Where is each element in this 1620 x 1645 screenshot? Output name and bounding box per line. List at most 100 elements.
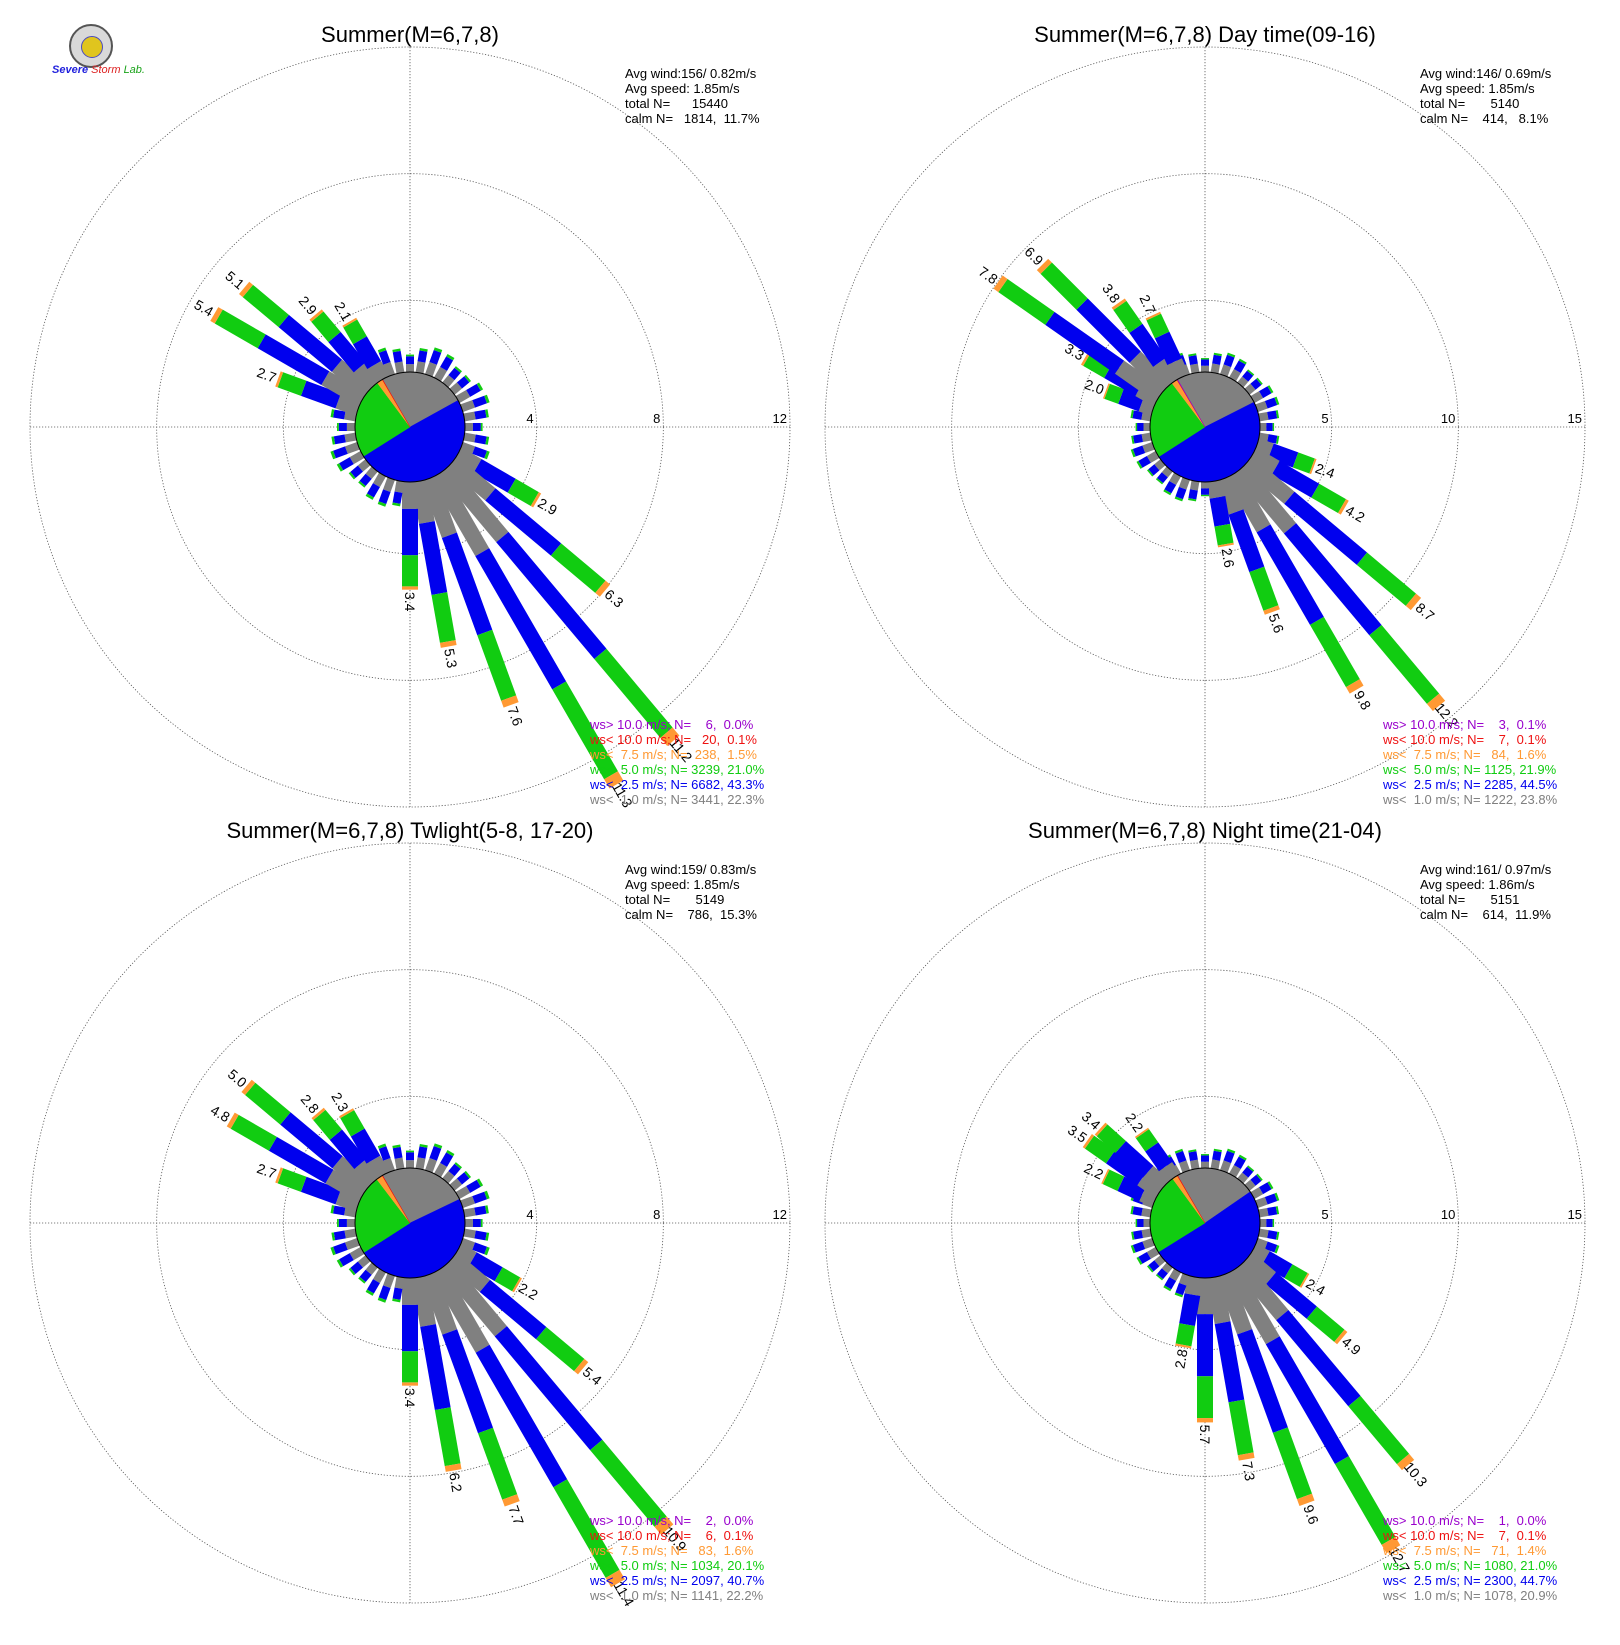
direction-bar-segment	[1259, 1233, 1268, 1235]
bar-total-label: 2.2	[516, 1280, 541, 1304]
stats-line: total N= 5140	[1420, 96, 1519, 111]
direction-bar-segment	[486, 1430, 510, 1496]
direction-bar-segment	[468, 1183, 479, 1189]
legend-entry: ws< 7.5 m/s; N= 238, 1.5%	[589, 747, 757, 762]
direction-bar-segment	[1192, 1277, 1195, 1294]
direction-bar-segment	[459, 1175, 466, 1181]
direction-bar-segment	[998, 282, 1003, 285]
direction-bar-segment	[1183, 1275, 1186, 1285]
direction-bar-segment	[349, 322, 350, 324]
bar-total-label: 6.2	[446, 1471, 465, 1493]
direction-bar-segment	[250, 1089, 285, 1119]
direction-bar-segment	[345, 415, 356, 417]
direction-bar-segment	[1245, 1169, 1250, 1175]
direction-bar-segment	[387, 479, 391, 491]
direction-bar-segment	[474, 1246, 486, 1250]
direction-bar-segment	[444, 358, 450, 369]
panel-title: Summer(M=6,7,8) Day time(09-16)	[1034, 22, 1376, 47]
direction-bar-segment	[1231, 1150, 1232, 1152]
direction-bar-segment	[1266, 1245, 1276, 1248]
direction-bar-segment	[214, 314, 218, 317]
direction-bar-segment	[369, 469, 375, 476]
direction-bar-segment	[1339, 1336, 1342, 1338]
direction-bar-segment	[1142, 1134, 1151, 1147]
direction-bar-segment	[1043, 265, 1047, 269]
direction-bar-segment	[1261, 1186, 1269, 1191]
stats-line: calm N= 786, 15.3%	[625, 907, 757, 922]
direction-bar-segment	[1178, 1294, 1179, 1296]
bar-total-label: 2.9	[535, 495, 560, 519]
direction-bar-segment	[351, 1271, 353, 1272]
legend-entry: ws< 10.0 m/s; N= 7, 0.1%	[1382, 1528, 1547, 1543]
direction-bar-segment	[1257, 405, 1267, 408]
direction-bar-segment	[510, 1497, 513, 1504]
direction-bar-segment	[1259, 381, 1260, 382]
direction-bar-segment	[1268, 1234, 1277, 1236]
lab-logo-text: Severe Storm Lab.	[52, 64, 145, 76]
direction-bar-segment	[1120, 305, 1136, 328]
direction-bar-segment	[464, 437, 475, 439]
direction-bar-segment	[1259, 1212, 1268, 1214]
direction-bar-segment	[1187, 1295, 1192, 1325]
bar-total-label: 3.4	[402, 1388, 418, 1408]
direction-bar-segment	[451, 370, 457, 377]
direction-bar-segment	[1165, 469, 1170, 475]
direction-bar-segment	[1242, 1157, 1243, 1159]
direction-bar-segment	[1253, 395, 1261, 400]
direction-bar-segment	[399, 362, 401, 373]
ring-label: 10	[1441, 411, 1455, 426]
direction-bar-segment	[1192, 1152, 1193, 1160]
direction-bar-segment	[453, 1465, 454, 1471]
direction-bar-segment	[1183, 479, 1186, 489]
direction-bar-segment	[353, 469, 360, 475]
legend-entry: ws< 7.5 m/s; N= 84, 1.6%	[1382, 747, 1547, 762]
direction-bar-segment	[1134, 438, 1143, 440]
lab-logo: Severe Storm Lab.	[52, 24, 152, 88]
legend-entry: ws< 1.0 m/s; N= 1141, 22.2%	[589, 1588, 764, 1603]
direction-bar-segment	[600, 587, 605, 591]
stats-line: total N= 5149	[625, 892, 724, 907]
direction-bar-segment	[381, 1299, 382, 1302]
legend-entry: ws< 1.0 m/s; N= 3441, 22.3%	[589, 792, 765, 807]
direction-bar-segment	[464, 416, 475, 418]
direction-bar-segment	[360, 462, 367, 468]
legend-entry: ws< 5.0 m/s; N= 1125, 21.9%	[1382, 762, 1557, 777]
legend-entry: ws< 10.0 m/s; N= 20, 0.1%	[589, 732, 757, 747]
direction-bar-segment	[420, 362, 422, 373]
direction-bar-segment	[509, 698, 511, 705]
direction-bar-segment	[1271, 608, 1272, 612]
direction-bar-segment	[1375, 630, 1433, 699]
direction-bar-segment	[1296, 460, 1313, 466]
direction-bar-segment	[1237, 363, 1242, 371]
direction-bar-segment	[486, 1195, 489, 1196]
direction-bar-segment	[1246, 1454, 1247, 1459]
direction-bar-segment	[248, 291, 284, 321]
direction-bar-segment	[1312, 466, 1314, 467]
legend-entry: ws< 2.5 m/s; N= 2300, 44.7%	[1382, 1573, 1558, 1588]
direction-bar-segment	[363, 476, 369, 483]
direction-bar-segment	[1157, 1258, 1163, 1263]
direction-bar-segment	[1160, 475, 1165, 481]
direction-bar-segment	[516, 1284, 518, 1285]
direction-bar-segment	[318, 1113, 320, 1115]
bar-total-label: 2.2	[1082, 1160, 1107, 1183]
direction-bar-segment	[278, 1175, 280, 1176]
direction-bar-segment	[1342, 506, 1345, 508]
direction-bar-segment	[231, 1120, 235, 1122]
direction-bar-segment	[464, 1212, 475, 1214]
direction-bar-segment	[1276, 1249, 1278, 1250]
legend-entry: ws< 2.5 m/s; N= 6682, 43.3%	[589, 777, 765, 792]
direction-bar-segment	[1257, 569, 1271, 608]
direction-bar-segment	[1259, 1177, 1260, 1178]
direction-bar-segment	[1132, 453, 1134, 454]
direction-bar-segment	[1216, 355, 1218, 364]
ring-label: 15	[1568, 1207, 1582, 1222]
direction-bar-segment	[1138, 464, 1140, 465]
legend-entry: ws< 1.0 m/s; N= 1078, 20.9%	[1382, 1588, 1558, 1603]
direction-bar-segment	[334, 438, 345, 440]
direction-bar-segment	[383, 1147, 387, 1159]
direction-bar-segment	[317, 317, 334, 337]
direction-bar-segment	[316, 315, 318, 317]
direction-bar-segment	[445, 1174, 451, 1181]
